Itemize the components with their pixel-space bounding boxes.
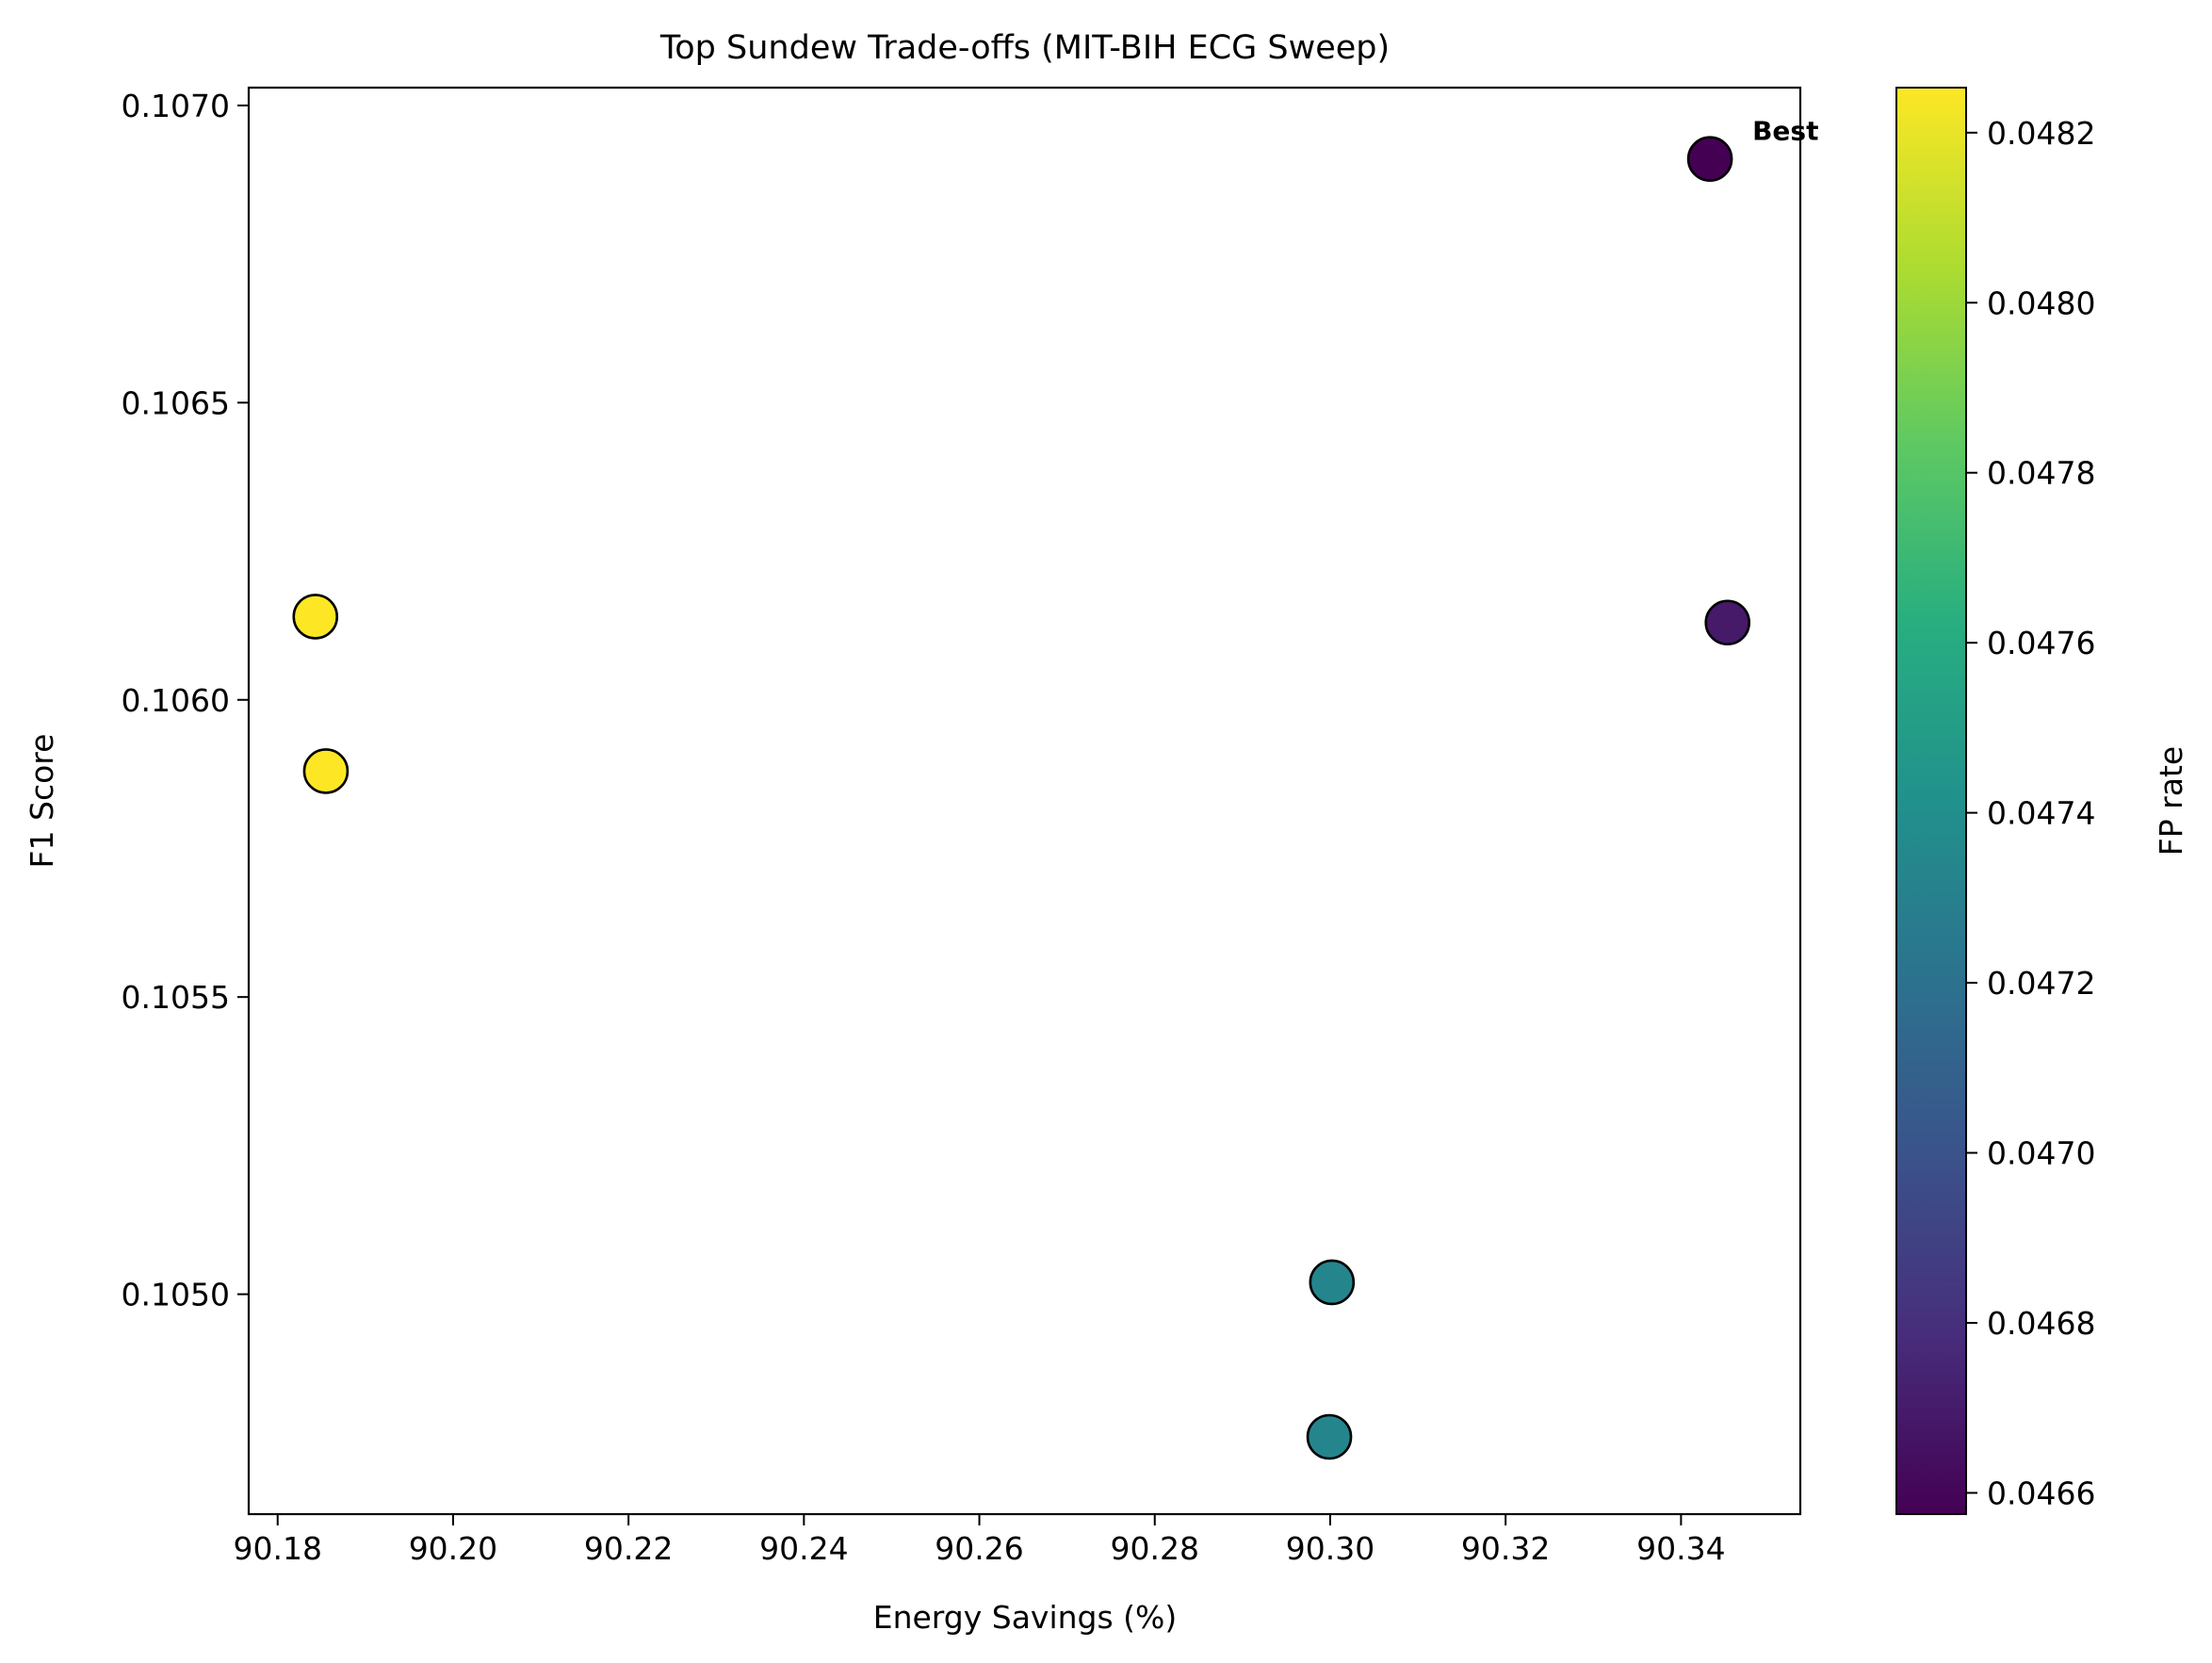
colorbar-tick-label: 0.0476 [1987,625,2095,661]
scatter-point [1309,1259,1356,1306]
y-axis-label: F1 Score [24,734,60,869]
colorbar-label: FP rate [2153,746,2189,856]
x-tick-label: 90.34 [1636,1530,1725,1567]
colorbar [1895,87,1967,1515]
x-tick-label: 90.18 [233,1530,321,1567]
scatter-point [1704,599,1751,646]
scatter-point [1306,1413,1353,1460]
chart-title: Top Sundew Trade-offs (MIT-BIH ECG Sweep… [659,29,1390,67]
y-tick-label: 0.1070 [122,88,230,124]
scatter-point [302,748,350,794]
colorbar-tick-label: 0.0474 [1987,795,2095,832]
x-tick-label: 90.30 [1286,1530,1374,1567]
x-tick-label: 90.22 [584,1530,673,1567]
scatter-point [292,594,339,640]
colorbar-ticks: 0.0466 0.0468 0.0470 0.0472 0.0474 0.0476 0.04… [1966,115,2095,1511]
y-tick-label: 0.1055 [122,979,230,1016]
colorbar-tick-label: 0.0472 [1987,965,2095,1002]
y-tick-label: 0.1065 [122,384,230,421]
colorbar-tick-label: 0.0468 [1987,1305,2095,1342]
x-tick-label: 90.28 [1111,1530,1199,1567]
x-axis: 90.18 90.20 90.22 90.24 90.26 90.28 90.30 90.32… [233,1514,1726,1567]
x-tick-label: 90.20 [409,1530,497,1567]
colorbar-tick-label: 0.0482 [1987,115,2095,152]
y-tick-label: 0.1050 [122,1277,230,1313]
colorbar-tick-label: 0.0466 [1987,1475,2095,1511]
x-tick-label: 90.24 [759,1530,848,1567]
best-annotation: Best [1752,116,1818,147]
x-axis-label: Energy Savings (%) [873,1599,1178,1636]
plot-frame [247,86,1802,1516]
colorbar-tick-label: 0.0480 [1987,285,2095,321]
colorbar-gradient [1895,87,1967,1515]
plot-area [247,86,1802,1516]
x-tick-label: 90.26 [935,1530,1023,1567]
y-tick-label: 0.1060 [122,682,230,719]
scatter-point [1686,136,1733,182]
y-axis: 0.1050 0.1055 0.1060 0.1065 0.1070 [122,88,249,1313]
colorbar-tick-label: 0.0478 [1987,455,2095,492]
data-points [292,136,1751,1460]
colorbar-tick-label: 0.0470 [1987,1135,2095,1172]
x-tick-label: 90.32 [1461,1530,1550,1567]
